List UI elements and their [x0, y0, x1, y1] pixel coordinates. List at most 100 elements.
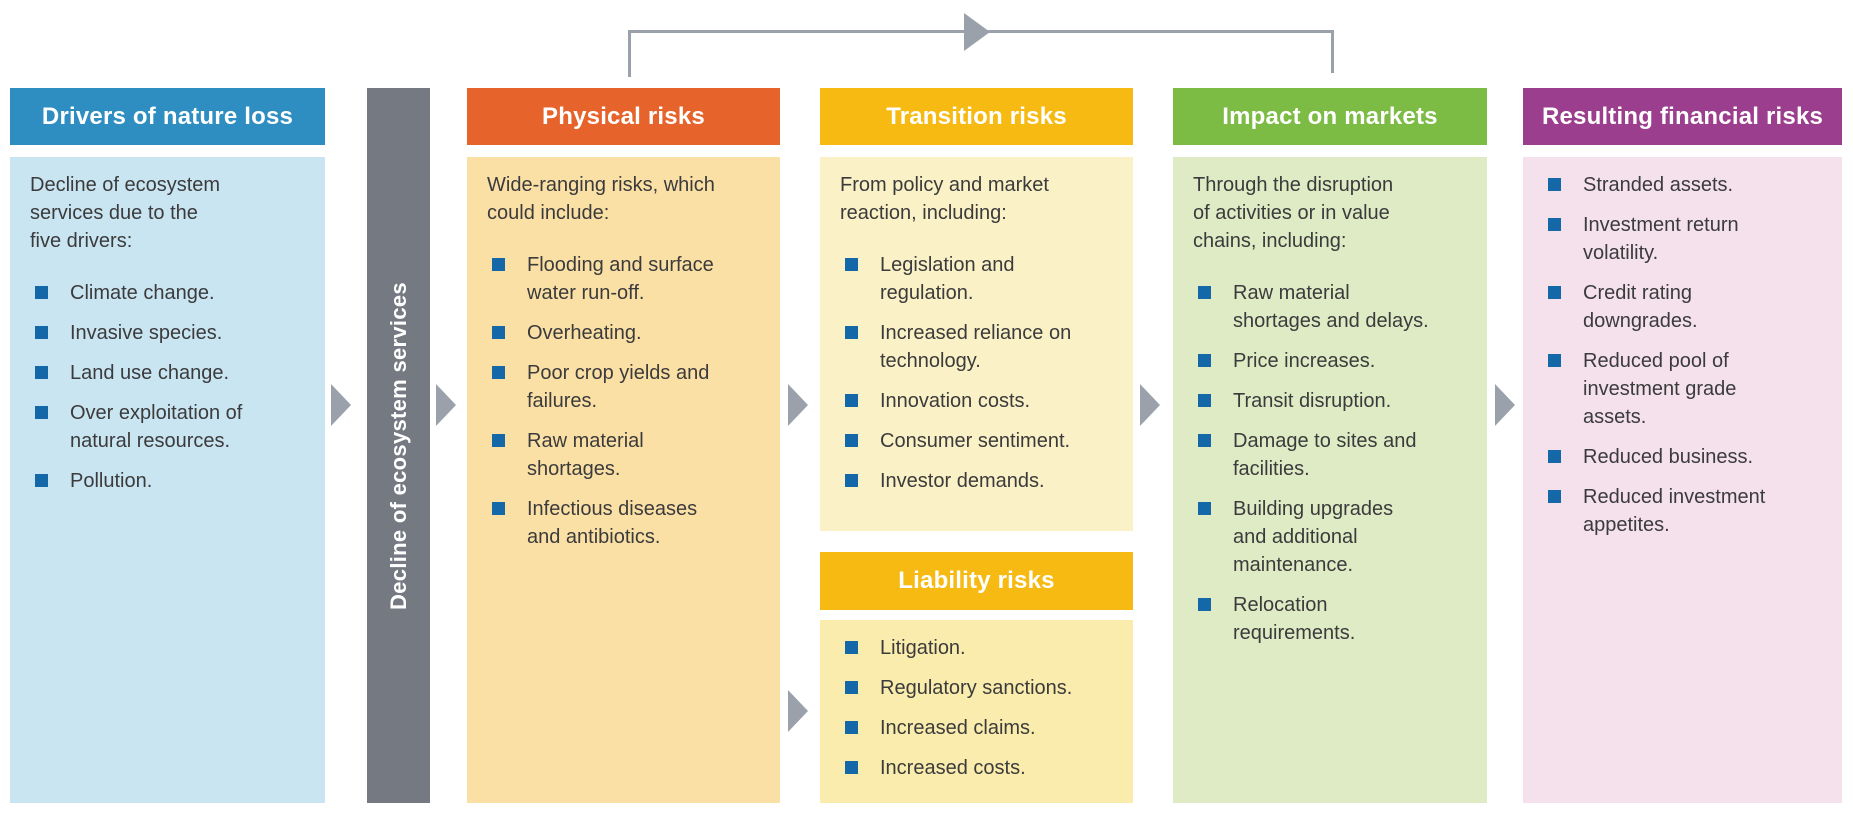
flow-arrow-right-icon [1140, 384, 1160, 426]
bullet-square-icon [1198, 598, 1211, 611]
list-item-text: Credit rating downgrades. [1583, 282, 1698, 332]
column-header-liability: Liability risks [820, 552, 1133, 610]
bullet-square-icon [845, 474, 858, 487]
list-item-text: Stranded assets. [1583, 174, 1734, 196]
list-item-text: Consumer sentiment. [880, 430, 1071, 452]
list-item: Over exploitation of natural resources. [30, 399, 305, 455]
list-item-text: Investor demands. [880, 470, 1045, 492]
list-item-text: Price increases. [1233, 350, 1376, 372]
list-item-text: Raw material shortages and delays. [1233, 282, 1429, 332]
list-item: Reduced pool of investment grade assets. [1543, 347, 1822, 431]
list-item: Litigation. [840, 634, 1113, 662]
bypass-arrow-line-right [1331, 30, 1334, 73]
bullet-square-icon [1548, 286, 1561, 299]
column-physical-risks: Physical risks Wide-ranging risks, which… [467, 88, 780, 803]
list-item-text: Investment return volatility. [1583, 214, 1739, 264]
list-item-text: Pollution. [70, 470, 153, 492]
list-item-text: Legislation and regulation. [880, 254, 1015, 304]
list-item: Credit rating downgrades. [1543, 279, 1822, 335]
list-item: Legislation and regulation. [840, 251, 1113, 307]
column-header-financial: Resulting financial risks [1523, 88, 1842, 145]
bullet-square-icon [35, 326, 48, 339]
column-body-financial: Stranded assets. Investment return volat… [1523, 157, 1842, 803]
list-item-text: Increased reliance on technology. [880, 322, 1072, 372]
column-resulting-financial-risks: Resulting financial risks Stranded asset… [1523, 88, 1842, 803]
column-header-label: Drivers of nature loss [41, 102, 294, 130]
column-intro: Wide-ranging risks, which could include: [487, 174, 715, 224]
bullet-square-icon [845, 258, 858, 271]
bullet-square-icon [35, 366, 48, 379]
list-item: Regulatory sanctions. [840, 674, 1113, 702]
bullet-square-icon [35, 474, 48, 487]
column-header-physical: Physical risks [467, 88, 780, 145]
bullet-square-icon [845, 326, 858, 339]
bullet-square-icon [845, 681, 858, 694]
column-header-transition: Transition risks [820, 88, 1133, 145]
list-item: Relocation requirements. [1193, 591, 1467, 647]
bullet-square-icon [1548, 354, 1561, 367]
list-item-text: Reduced business. [1583, 446, 1754, 468]
list-item: Poor crop yields and failures. [487, 359, 760, 415]
bullet-square-icon [492, 434, 505, 447]
column-header-impact: Impact on markets [1173, 88, 1487, 145]
column-body-drivers: Decline of ecosystem services due to the… [10, 157, 325, 803]
list-item: Increased claims. [840, 714, 1113, 742]
bullet-square-icon [845, 434, 858, 447]
list-item-text: Reduced investment appetites. [1583, 486, 1766, 536]
list-item-text: Transit disruption. [1233, 390, 1392, 412]
list-item: Raw material shortages. [487, 427, 760, 483]
column-body-transition: From policy and market reaction, includi… [820, 157, 1133, 531]
list-item-text: Flooding and surface water run-off. [527, 254, 714, 304]
bullet-square-icon [1548, 178, 1561, 191]
list-item-text: Overheating. [527, 322, 642, 344]
column-intro: Decline of ecosystem services due to the… [30, 174, 221, 252]
column-body-impact: Through the disruption of activities or … [1173, 157, 1487, 803]
list-item-text: Over exploitation of natural resources. [70, 402, 243, 452]
bullet-square-icon [492, 366, 505, 379]
list-item-text: Litigation. [880, 637, 966, 659]
flow-arrow-right-icon [788, 690, 808, 732]
bypass-arrow-line-left [628, 30, 631, 77]
flow-arrow-right-icon [788, 384, 808, 426]
list-item-text: Reduced pool of investment grade assets. [1583, 350, 1737, 428]
list-item-text: Land use change. [70, 362, 230, 384]
list-item: Pollution. [30, 467, 305, 495]
column-header-label: Physical risks [542, 102, 705, 130]
list-item-text: Relocation requirements. [1233, 594, 1356, 644]
column-header-drivers: Drivers of nature loss [10, 88, 325, 145]
bullet-square-icon [1198, 354, 1211, 367]
list-item: Climate change. [30, 279, 305, 307]
list-item-text: Innovation costs. [880, 390, 1031, 412]
bullet-square-icon [1198, 434, 1211, 447]
list-item: Infectious diseases and antibiotics. [487, 495, 760, 551]
bullet-square-icon [845, 394, 858, 407]
list-item-text: Poor crop yields and failures. [527, 362, 710, 412]
list-item-text: Regulatory sanctions. [880, 677, 1073, 699]
list-item: Increased costs. [840, 754, 1113, 782]
bullet-square-icon [845, 761, 858, 774]
bullet-square-icon [492, 502, 505, 515]
list-item: Consumer sentiment. [840, 427, 1113, 455]
column-impact-on-markets: Impact on markets Through the disruption… [1173, 88, 1487, 803]
list-item: Price increases. [1193, 347, 1467, 375]
bullet-square-icon [1548, 450, 1561, 463]
column-body-liability: Litigation. Regulatory sanctions. Increa… [820, 620, 1133, 803]
column-intro: Through the disruption of activities or … [1193, 174, 1394, 252]
list-item-text: Increased claims. [880, 717, 1036, 739]
list-item: Flooding and surface water run-off. [487, 251, 760, 307]
list-item-text: Climate change. [70, 282, 215, 304]
flow-arrow-right-icon [436, 384, 456, 426]
column-header-label: Resulting financial risks [1541, 102, 1824, 130]
bullet-square-icon [1548, 218, 1561, 231]
bullet-square-icon [845, 641, 858, 654]
bullet-square-icon [1198, 502, 1211, 515]
list-item: Invasive species. [30, 319, 305, 347]
bullet-square-icon [492, 326, 505, 339]
flow-arrow-right-icon [1495, 384, 1515, 426]
list-item: Reduced business. [1543, 443, 1822, 471]
bullet-square-icon [845, 721, 858, 734]
bullet-square-icon [1198, 286, 1211, 299]
ecosystem-decline-bar: Decline of ecosystem services [367, 88, 430, 803]
list-item-text: Infectious diseases and antibiotics. [527, 498, 698, 548]
